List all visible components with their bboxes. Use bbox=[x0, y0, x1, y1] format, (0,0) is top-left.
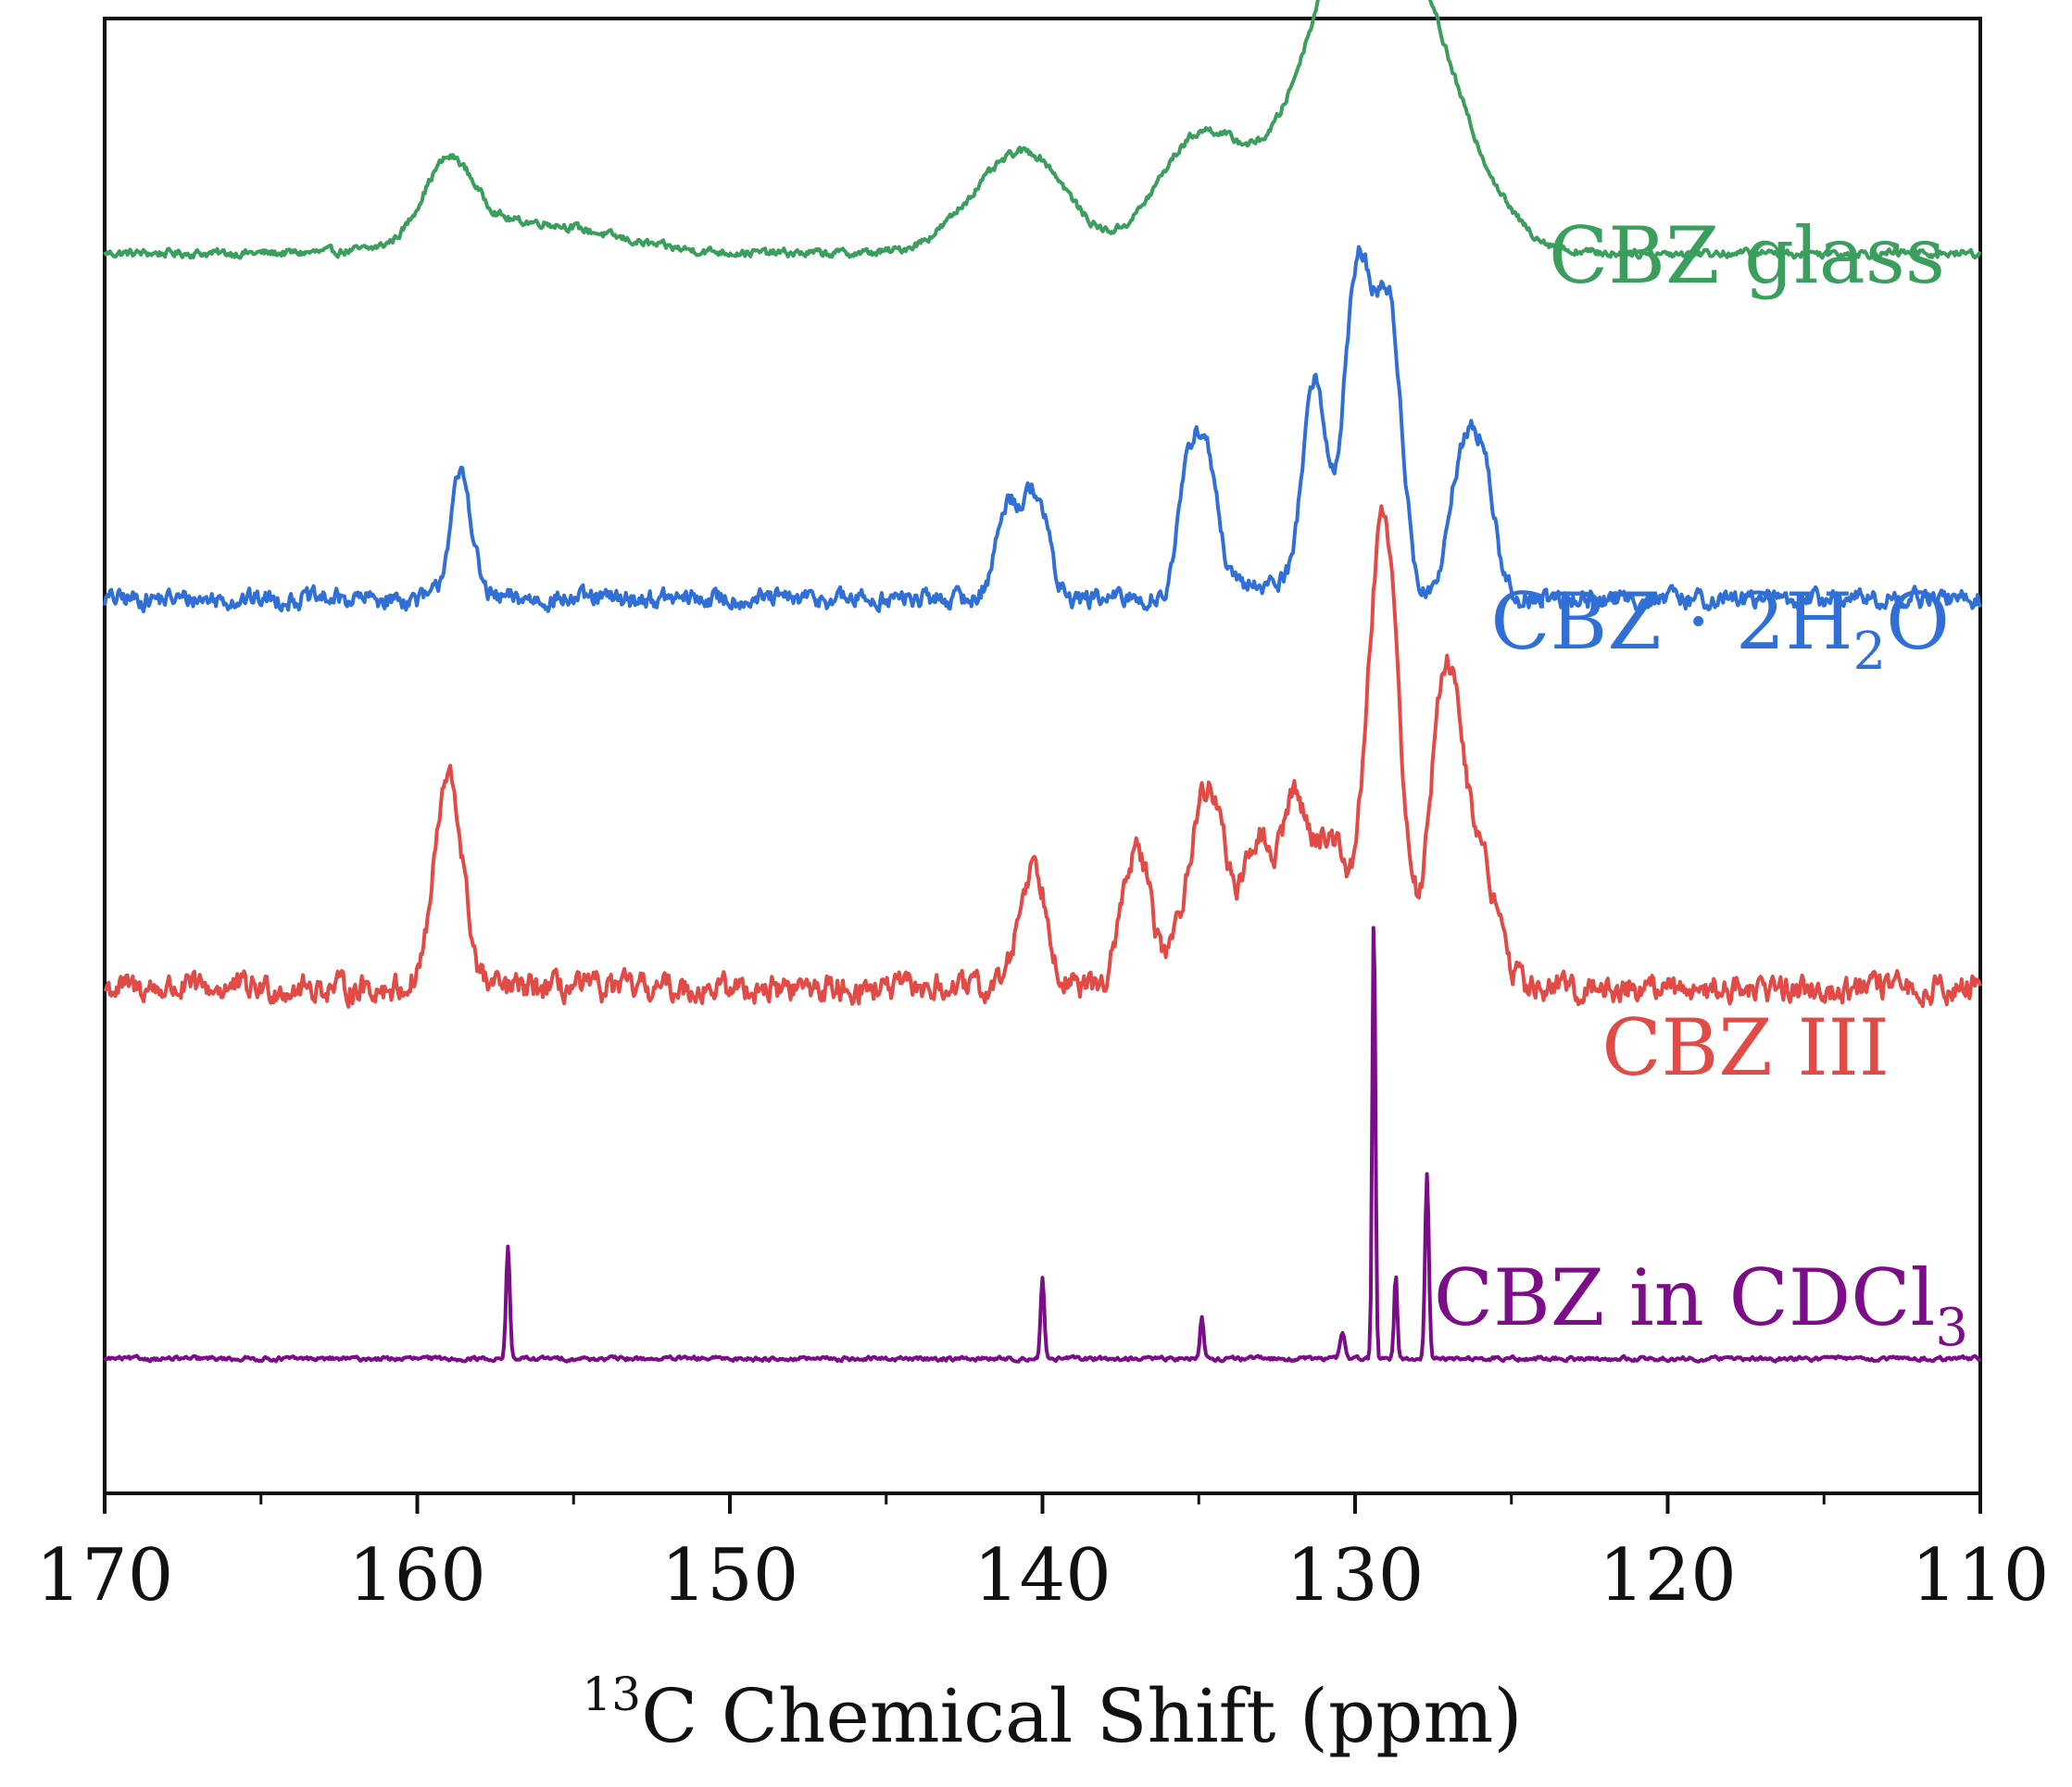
x-axis-ticks: 170 160 150 140 130 120 110 bbox=[36, 1493, 2050, 1617]
x-axis-title-superscript: 13 bbox=[582, 1667, 641, 1721]
x-axis-title-text: C Chemical Shift (ppm) bbox=[641, 1673, 1522, 1759]
series-label-main: CBZ glass bbox=[1549, 210, 1945, 301]
x-axis-title: 13C Chemical Shift (ppm) bbox=[582, 1667, 1522, 1759]
series-label: CBZ in CDCl3 bbox=[1434, 1252, 1968, 1358]
series-label-subscript: 3 bbox=[1935, 1298, 1968, 1358]
series-label-main: CBZ · 2H bbox=[1490, 576, 1852, 667]
series-label: CBZ glass bbox=[1549, 210, 1945, 301]
x-tick-label: 140 bbox=[973, 1534, 1111, 1617]
spectrum-line bbox=[103, 0, 1982, 260]
x-tick-label: 110 bbox=[1912, 1534, 2050, 1617]
series-label-main: CBZ in CDCl bbox=[1434, 1252, 1936, 1343]
series-label: CBZ · 2H2O bbox=[1490, 576, 1950, 682]
x-tick-label: 160 bbox=[348, 1534, 486, 1617]
series-label-tail: O bbox=[1886, 576, 1950, 667]
spectrum-line bbox=[103, 504, 1982, 1009]
series-label-main: CBZ III bbox=[1601, 1002, 1890, 1093]
series-label-subscript: 2 bbox=[1852, 622, 1886, 682]
x-tick-label: 120 bbox=[1599, 1534, 1737, 1617]
series-labels: CBZ glass CBZ · 2H2O CBZ III CBZ in CDCl3 bbox=[1434, 210, 1968, 1358]
x-tick-label: 130 bbox=[1287, 1534, 1425, 1617]
x-tick-label: 170 bbox=[36, 1534, 174, 1617]
spectra bbox=[103, 0, 1982, 1364]
spectrum-line bbox=[103, 925, 1982, 1364]
x-tick-label: 150 bbox=[661, 1534, 799, 1617]
series-label: CBZ III bbox=[1601, 1002, 1890, 1093]
spectrum-line bbox=[103, 245, 1982, 614]
